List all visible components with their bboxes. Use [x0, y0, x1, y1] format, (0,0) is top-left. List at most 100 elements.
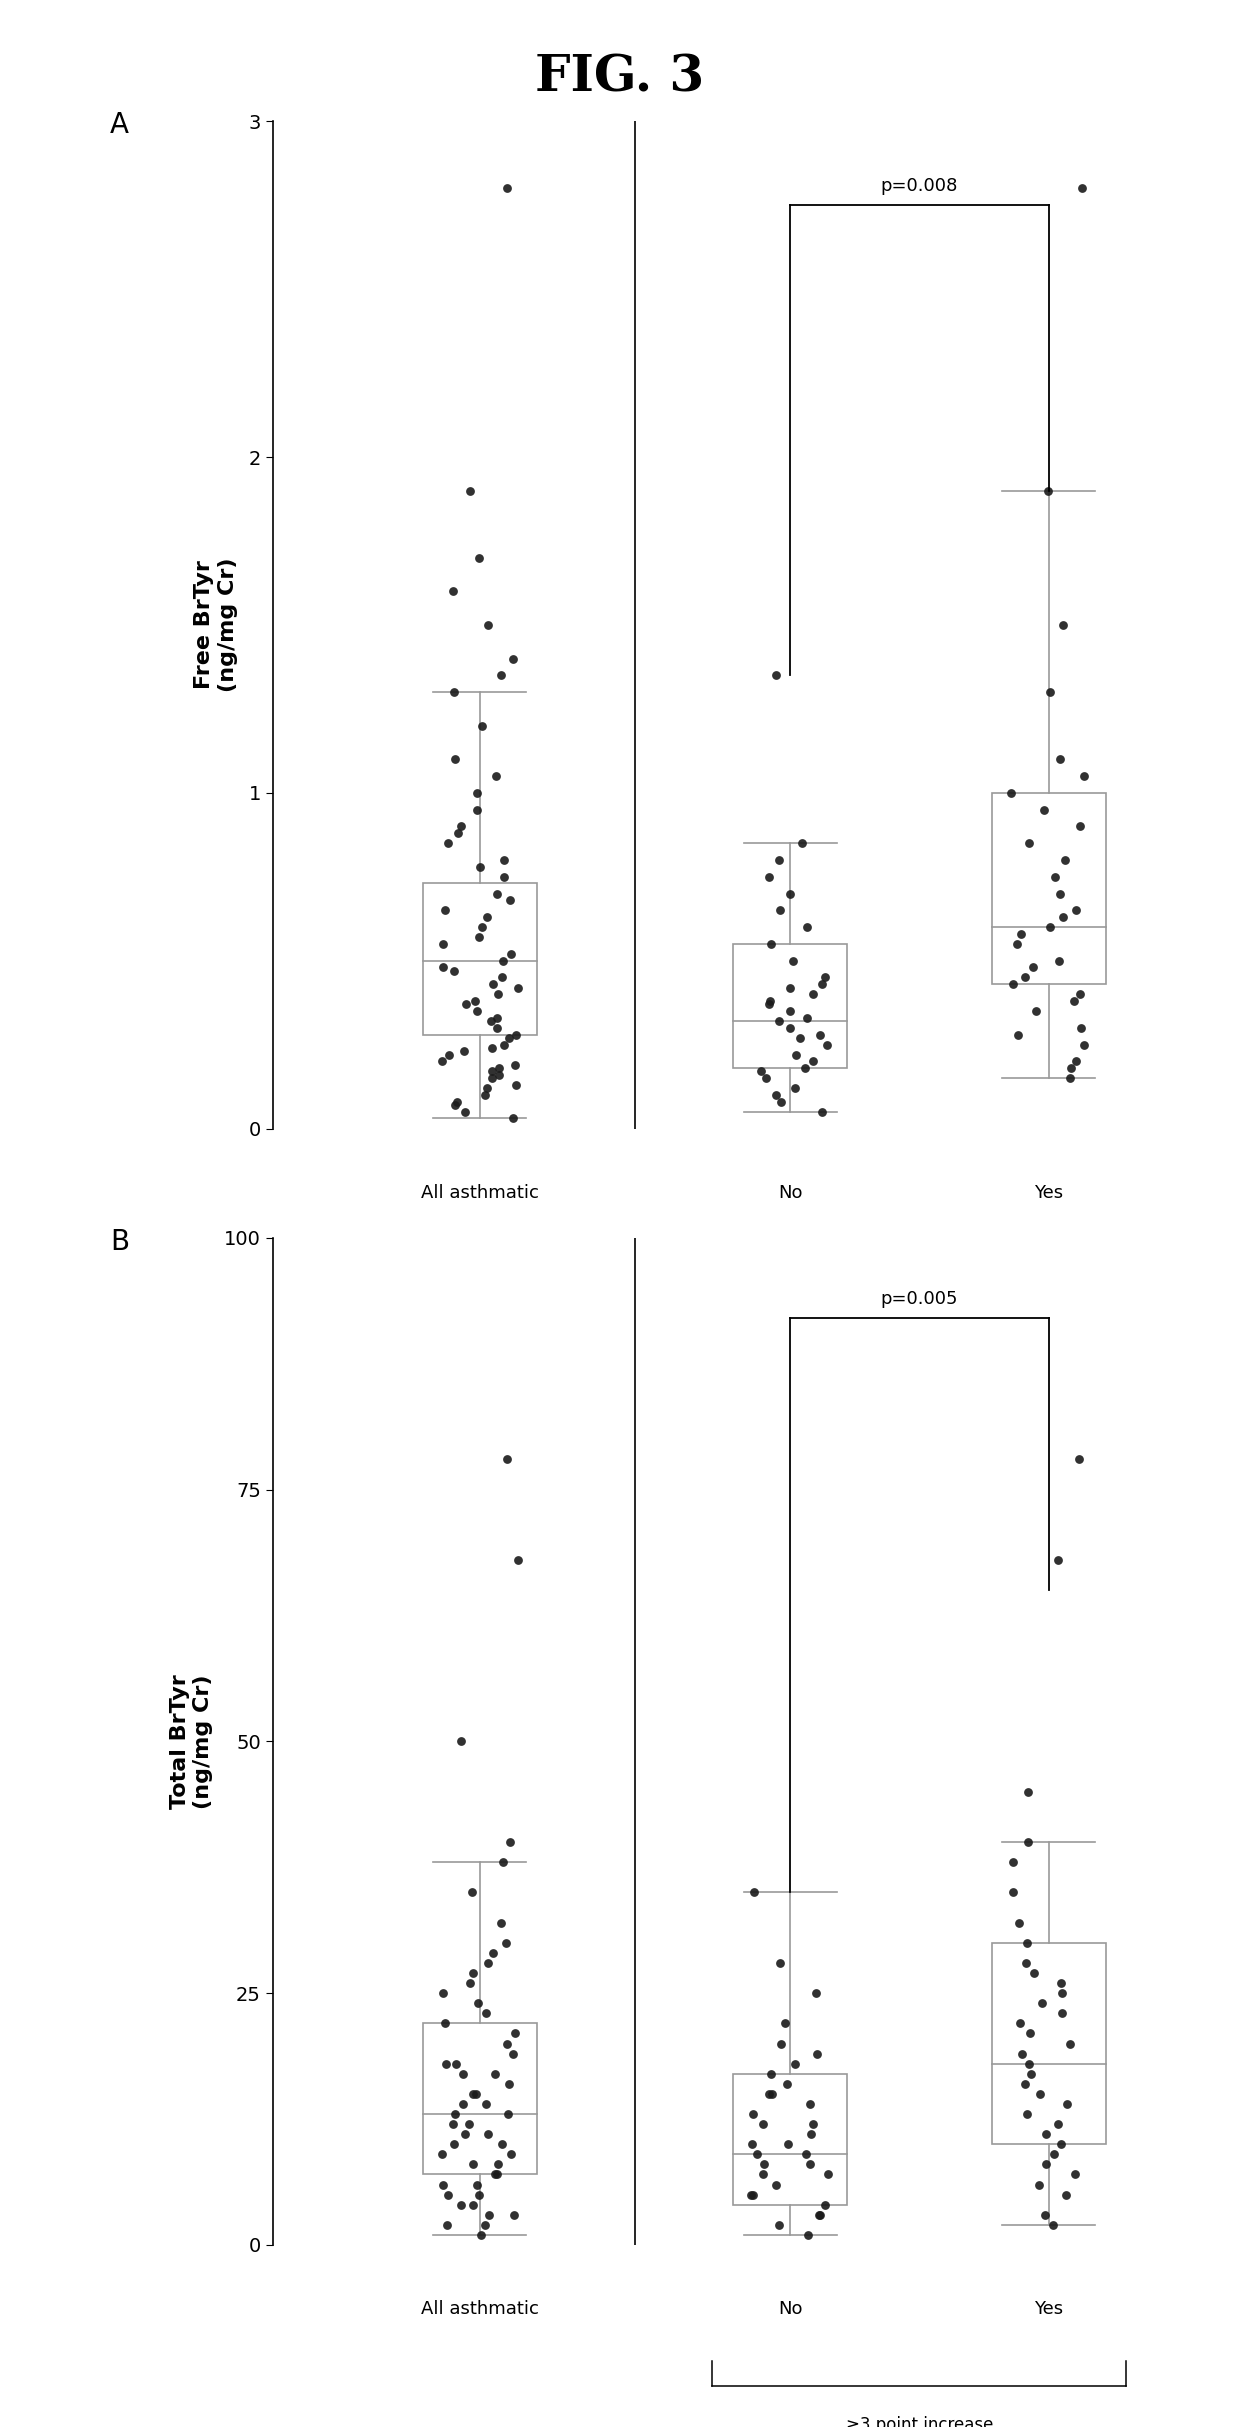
Point [503, 638, 523, 677]
Point [780, 1010, 800, 1048]
Point [439, 1036, 459, 1075]
Point [1071, 170, 1091, 209]
Point [463, 2145, 482, 2184]
Point [1019, 2044, 1039, 2082]
Point [802, 976, 822, 1014]
Point [492, 1842, 512, 1881]
Point [494, 942, 513, 981]
Point [444, 951, 464, 990]
Point [487, 976, 507, 1014]
Point [780, 968, 800, 1007]
Bar [992, 794, 1106, 985]
Point [500, 2065, 520, 2104]
Point [756, 1058, 776, 1097]
Point [759, 985, 779, 1024]
Point [1032, 1983, 1052, 2022]
Point [500, 1823, 520, 1862]
Point [797, 908, 817, 947]
Bar [423, 2024, 537, 2175]
Point [744, 1874, 764, 1912]
Point [816, 2184, 836, 2223]
Point [791, 1019, 811, 1058]
Point [1034, 791, 1054, 830]
Point [477, 1068, 497, 1107]
Text: All asthmatic: All asthmatic [420, 1184, 538, 1201]
Point [476, 2085, 496, 2124]
Point [454, 1031, 474, 1070]
Point [1003, 1874, 1023, 1912]
Point [1049, 1541, 1069, 1580]
Point [432, 1041, 451, 1080]
Point [435, 891, 455, 930]
Point [753, 2104, 773, 2143]
Point [1012, 2034, 1032, 2073]
Text: Yes: Yes [1034, 2301, 1063, 2318]
Point [810, 2196, 830, 2235]
Point [1017, 2095, 1037, 2133]
Point [1052, 1963, 1071, 2002]
Point [769, 2206, 789, 2245]
Point [776, 2065, 796, 2104]
Point [487, 1010, 507, 1048]
Point [463, 2075, 482, 2114]
Point [444, 672, 464, 711]
Point [1055, 840, 1075, 879]
Point [508, 968, 528, 1007]
Point [1009, 1903, 1029, 1942]
Point [469, 917, 489, 956]
Point [1023, 949, 1043, 988]
Point [445, 2095, 465, 2133]
Point [498, 2095, 518, 2133]
Point [459, 2104, 479, 2143]
Point [775, 2005, 795, 2044]
Point [464, 2184, 484, 2223]
Point [433, 2136, 453, 2175]
Point [439, 2175, 459, 2213]
Point [765, 655, 785, 694]
Point [1038, 471, 1058, 510]
Point [485, 2053, 505, 2092]
Point [770, 891, 790, 930]
Point [448, 813, 467, 852]
Point [753, 2155, 773, 2194]
Point [807, 2034, 827, 2073]
Point [1050, 740, 1070, 779]
Point [792, 823, 812, 862]
Point [1029, 2075, 1049, 2114]
Point [497, 1439, 517, 1478]
Point [433, 925, 453, 964]
Point [1052, 1973, 1071, 2012]
Point [467, 993, 487, 1031]
Point [470, 847, 490, 886]
Point [446, 2044, 466, 2082]
Point [497, 2024, 517, 2063]
Point [479, 604, 498, 643]
Point [795, 1048, 815, 1087]
Point [782, 942, 802, 981]
Point [467, 2165, 487, 2204]
Point [465, 981, 485, 1019]
Point [1029, 2165, 1049, 2204]
Point [446, 1082, 466, 1121]
Point [785, 1068, 805, 1107]
Point [1040, 908, 1060, 947]
Point [754, 2145, 774, 2184]
Point [1025, 993, 1045, 1031]
Point [1003, 1842, 1023, 1881]
Point [505, 2014, 525, 2053]
Point [501, 2136, 521, 2175]
Point [455, 1092, 475, 1131]
Bar [733, 944, 847, 1068]
Point [451, 806, 471, 845]
Point [494, 1024, 513, 1063]
Point [463, 1954, 482, 1993]
Point [1037, 2145, 1056, 2184]
Point [436, 2206, 456, 2245]
Point [769, 840, 789, 879]
Point [443, 2104, 463, 2143]
Point [815, 959, 835, 997]
Point [507, 1541, 527, 1580]
Point [796, 2136, 816, 2175]
Point [486, 997, 506, 1036]
Point [785, 2044, 805, 2082]
